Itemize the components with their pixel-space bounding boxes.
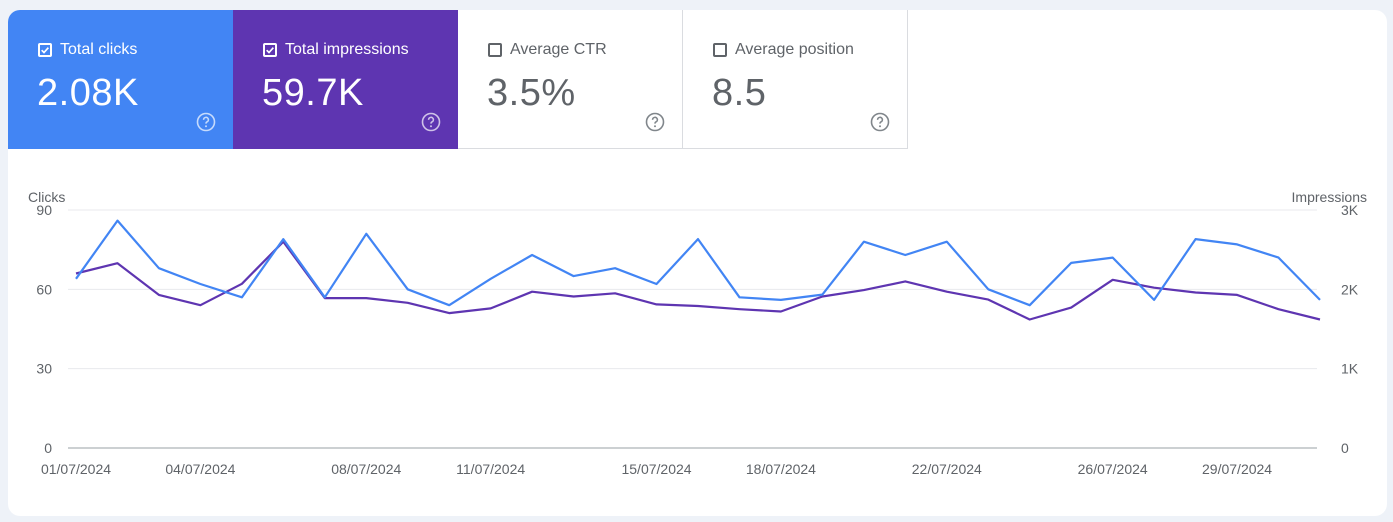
help-icon[interactable] bbox=[645, 112, 665, 132]
left-tick-label: 90 bbox=[36, 202, 52, 218]
average-position-card[interactable]: Average position 8.5 bbox=[683, 10, 908, 149]
x-tick-label: 11/07/2024 bbox=[456, 461, 525, 477]
checkbox-checked-icon[interactable] bbox=[38, 43, 52, 57]
total-clicks-card[interactable]: Total clicks 2.08K bbox=[8, 10, 233, 149]
left-tick-label: 60 bbox=[36, 281, 52, 297]
help-icon[interactable] bbox=[870, 112, 890, 132]
card-value: 59.7K bbox=[262, 72, 364, 114]
x-tick-label: 29/07/2024 bbox=[1202, 461, 1272, 477]
card-label: Average CTR bbox=[510, 41, 607, 58]
card-value: 8.5 bbox=[712, 72, 767, 114]
left-tick-label: 0 bbox=[44, 440, 52, 456]
x-tick-label: 18/07/2024 bbox=[746, 461, 816, 477]
x-tick-label: 26/07/2024 bbox=[1078, 461, 1148, 477]
card-value: 3.5% bbox=[487, 72, 576, 114]
y-axis-ticks: 0 0 30 1K 60 2K 90 3K bbox=[36, 202, 1358, 456]
average-ctr-card[interactable]: Average CTR 3.5% bbox=[458, 10, 683, 149]
x-axis-ticks: 01/07/2024 04/07/2024 08/07/2024 11/07/2024… bbox=[41, 461, 1272, 477]
card-label: Total impressions bbox=[285, 41, 409, 58]
card-value: 2.08K bbox=[37, 72, 139, 114]
performance-chart: Clicks Impressions 0 0 30 1K 60 2K 90 3K 01/07/… bbox=[28, 189, 1367, 477]
checkbox-checked-icon[interactable] bbox=[263, 43, 277, 57]
right-tick-label: 2K bbox=[1341, 281, 1359, 297]
series-line-impressions bbox=[75, 240, 1321, 321]
grid bbox=[68, 209, 1317, 449]
right-tick-label: 1K bbox=[1341, 361, 1359, 377]
help-icon[interactable] bbox=[196, 112, 216, 132]
performance-panel: Total clicks 2.08K Total impressions 59.… bbox=[8, 10, 1387, 516]
card-label: Total clicks bbox=[60, 41, 138, 58]
x-tick-label: 01/07/2024 bbox=[41, 461, 111, 477]
left-axis-title: Clicks bbox=[28, 189, 65, 205]
x-tick-label: 08/07/2024 bbox=[331, 461, 401, 477]
metric-cards: Total clicks 2.08K Total impressions 59.… bbox=[8, 10, 908, 149]
right-axis-title: Impressions bbox=[1292, 189, 1367, 205]
right-tick-label: 3K bbox=[1341, 202, 1359, 218]
x-tick-label: 15/07/2024 bbox=[621, 461, 691, 477]
series-lines bbox=[75, 219, 1321, 321]
left-tick-label: 30 bbox=[36, 361, 52, 377]
x-tick-label: 22/07/2024 bbox=[912, 461, 982, 477]
checkbox-unchecked-icon[interactable] bbox=[713, 43, 727, 57]
checkbox-unchecked-icon[interactable] bbox=[488, 43, 502, 57]
x-tick-label: 04/07/2024 bbox=[165, 461, 235, 477]
total-impressions-card[interactable]: Total impressions 59.7K bbox=[233, 10, 458, 149]
help-icon[interactable] bbox=[421, 112, 441, 132]
card-label: Average position bbox=[735, 41, 854, 58]
right-tick-label: 0 bbox=[1341, 440, 1349, 456]
series-line-clicks bbox=[75, 219, 1321, 307]
